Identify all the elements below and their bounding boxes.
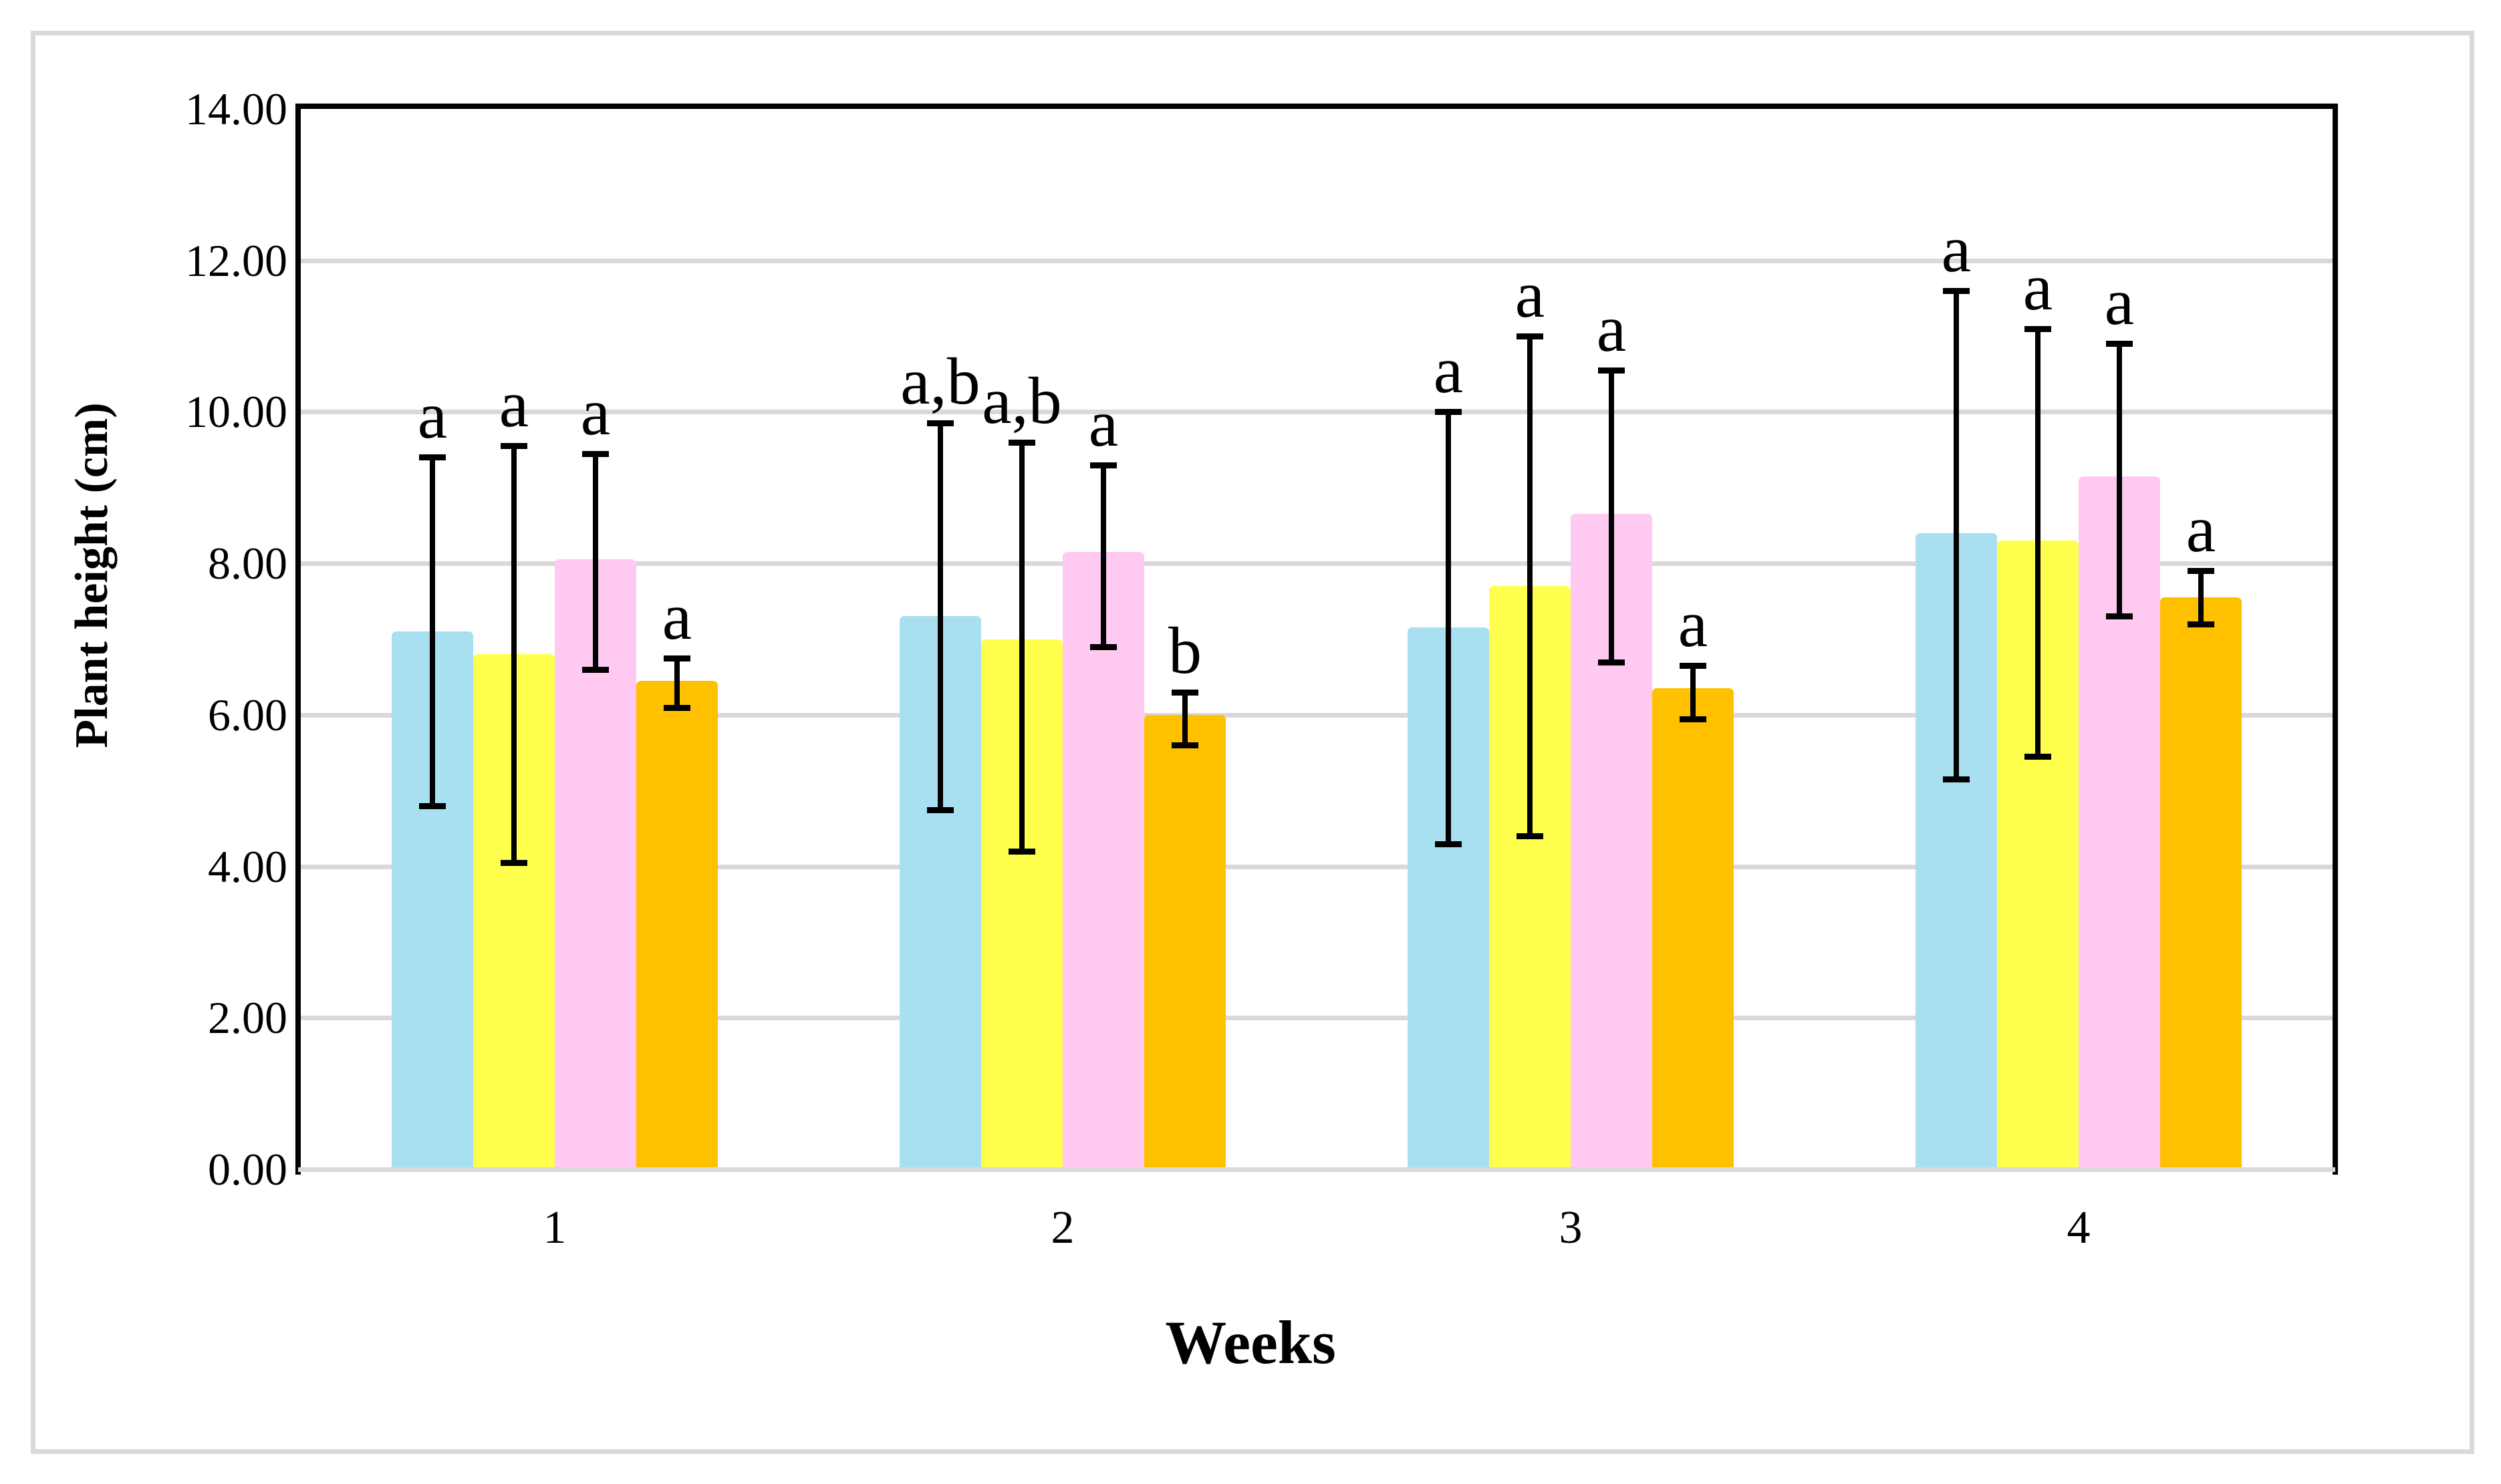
error-bar-cap: [419, 802, 446, 809]
bar-week2-treatment-4-orange: [1144, 714, 1226, 1169]
error-bar-cap: [2024, 325, 2051, 332]
sig-label: a: [2022, 249, 2053, 324]
error-bar-cap: [927, 420, 954, 427]
x-tick-label: 1: [543, 1202, 567, 1253]
bar-week3-treatment-4-orange: [1652, 688, 1734, 1169]
x-tick-label: 3: [1559, 1202, 1583, 1253]
error-bar-cap: [1680, 663, 1706, 670]
error-bar-line: [1446, 412, 1451, 844]
error-bar-line: [1954, 291, 1959, 780]
sig-label: a: [580, 374, 611, 449]
error-bar-line: [2117, 343, 2122, 617]
plot-border: [295, 104, 2338, 1175]
error-bar-cap: [1517, 333, 1543, 340]
error-bar-cap: [2188, 621, 2214, 627]
sig-label: a,b: [900, 344, 980, 419]
bar-week2-treatment-3-pink: [1063, 552, 1144, 1169]
error-bar-cap: [582, 666, 609, 673]
error-bar-cap: [1009, 439, 1035, 446]
error-bar-cap: [927, 806, 954, 813]
error-bar-cap: [419, 454, 446, 461]
error-bar-cap: [1090, 643, 1117, 650]
error-bar-cap: [1435, 841, 1462, 847]
error-bar-cap: [2106, 613, 2133, 620]
error-bar-line: [1609, 370, 1614, 662]
error-bar-cap: [664, 655, 690, 661]
x-axis-line: [298, 1167, 2335, 1172]
sig-label: a: [1515, 257, 1545, 332]
sig-label: a: [1433, 333, 1464, 408]
sig-label: b: [1168, 613, 1202, 688]
error-bar-cap: [1090, 462, 1117, 468]
gridline: [301, 561, 2333, 567]
plot-area: a a a a a,b a,b a b a a a a a a a a: [298, 109, 2335, 1172]
y-tick-label: 14.00: [185, 84, 287, 134]
error-bar-cap: [501, 859, 527, 866]
error-bar-line: [1690, 665, 1696, 719]
bar-week1-treatment-4-orange: [636, 680, 718, 1169]
error-bar-cap: [1172, 742, 1198, 749]
gridline: [301, 864, 2333, 869]
y-tick-label: 4.00: [208, 841, 287, 892]
error-bar-cap: [582, 450, 609, 457]
y-tick-label: 0.00: [208, 1144, 287, 1195]
error-bar-cap: [664, 704, 690, 711]
bar-week4-treatment-4-orange: [2160, 597, 2242, 1169]
sig-label: a: [662, 579, 692, 653]
error-bar-cap: [1009, 848, 1035, 855]
error-bar-line: [2035, 328, 2041, 757]
sig-label: a: [1941, 212, 1972, 287]
error-bar-cap: [1943, 776, 1970, 783]
x-tick-label: 4: [2067, 1202, 2091, 1253]
y-tick-label: 12.00: [185, 235, 287, 286]
error-bar-cap: [2188, 568, 2214, 575]
error-bar-cap: [1598, 659, 1625, 665]
sig-label: a: [2104, 265, 2135, 339]
sig-label: a: [1088, 386, 1119, 460]
error-bar-cap: [2106, 341, 2133, 347]
error-bar-line: [2198, 571, 2204, 624]
gridline: [301, 258, 2333, 263]
sig-label: a,b: [982, 363, 1062, 438]
sig-label: a: [417, 378, 448, 453]
error-bar-cap: [1943, 288, 1970, 295]
error-bar-cap: [1598, 367, 1625, 374]
gridline: [301, 1016, 2333, 1021]
x-tick-label: 2: [1051, 1202, 1075, 1253]
sig-label: a: [2186, 492, 2216, 567]
error-bar-cap: [501, 443, 527, 450]
error-bar-line: [593, 453, 598, 670]
error-bar-cap: [1172, 689, 1198, 696]
sig-label: a: [1678, 587, 1708, 661]
error-bar-line: [511, 446, 517, 863]
figure-border: [31, 31, 2474, 1454]
x-axis-title: Weeks: [1165, 1308, 1336, 1376]
gridline: [301, 410, 2333, 415]
error-bar-line: [674, 657, 680, 708]
error-bar-cap: [1517, 833, 1543, 840]
error-bar-line: [1182, 692, 1188, 746]
error-bar-line: [1019, 442, 1025, 851]
error-bar-cap: [1680, 716, 1706, 722]
y-tick-label: 6.00: [208, 689, 287, 740]
error-bar-line: [938, 423, 943, 810]
error-bar-line: [430, 457, 435, 806]
error-bar-cap: [1435, 409, 1462, 416]
sig-label: a: [499, 367, 529, 442]
sig-label: a: [1596, 291, 1627, 366]
error-bar-line: [1527, 336, 1533, 837]
y-tick-label: 8.00: [208, 538, 287, 589]
gridline: [301, 712, 2333, 718]
error-bar-cap: [2024, 754, 2051, 760]
y-tick-label: 10.00: [185, 386, 287, 438]
y-tick-label: 2.00: [208, 992, 287, 1044]
error-bar-line: [1101, 464, 1106, 647]
